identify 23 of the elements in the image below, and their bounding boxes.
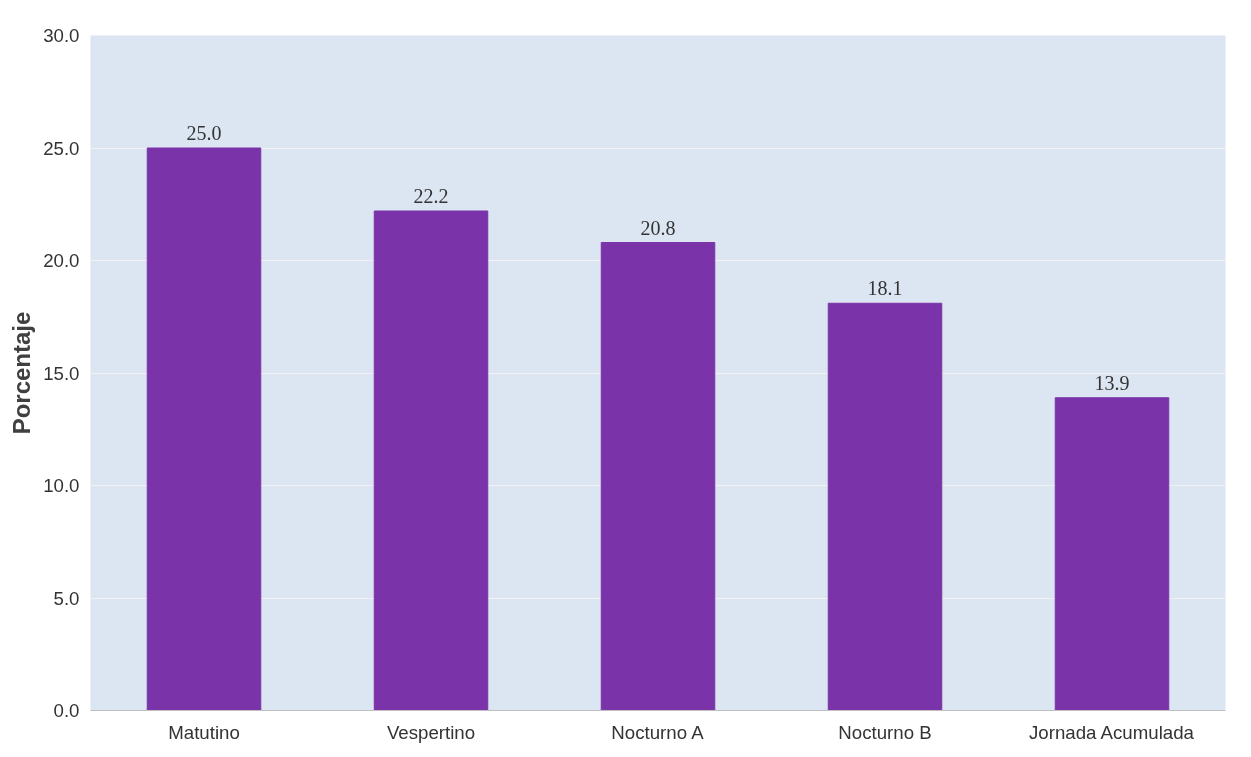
data-label: 22.2 <box>413 185 449 207</box>
data-label: 18.1 <box>867 277 903 300</box>
data-label: 13.9 <box>1094 371 1130 394</box>
x-tick-label: Matutino <box>168 721 240 743</box>
y-tick-label: 0.0 <box>53 700 80 721</box>
bar <box>827 302 943 711</box>
bar <box>1054 397 1170 711</box>
y-tick-label: 15.0 <box>43 362 80 384</box>
x-tick-label: Nocturno B <box>838 721 932 743</box>
bar <box>600 242 716 711</box>
x-tick-label: Nocturno A <box>611 721 705 743</box>
data-label: 20.8 <box>640 216 676 239</box>
y-tick-label: 5.0 <box>53 587 80 609</box>
y-tick-label: 30.0 <box>43 25 80 46</box>
y-tick-label: 25.0 <box>43 137 80 159</box>
x-tick-label: Jornada Acumulada <box>1029 721 1195 743</box>
bar <box>373 210 489 711</box>
x-tick-label: Vespertino <box>386 721 476 743</box>
y-axis-title: Porcentaje <box>8 311 36 435</box>
y-tick-label: 20.0 <box>43 250 80 271</box>
bar <box>146 147 262 711</box>
data-label: 25.0 <box>186 122 222 144</box>
y-tick-label: 10.0 <box>43 475 80 496</box>
